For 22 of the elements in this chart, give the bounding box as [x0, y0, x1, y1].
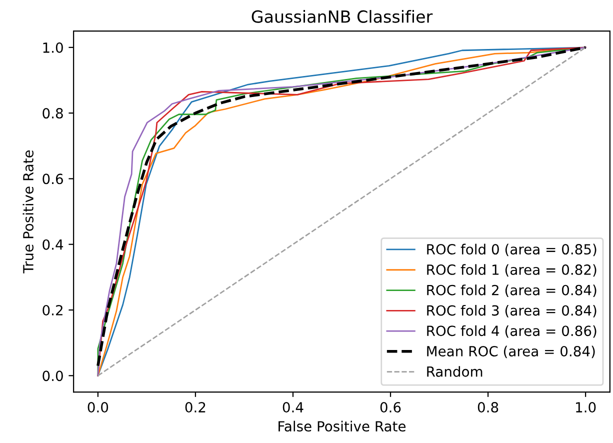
x-tick-label: 0.8 — [478, 402, 498, 413]
legend-label: ROC fold 1 (area = 0.82) — [427, 264, 596, 277]
legend-label: Mean ROC (area = 0.84) — [427, 346, 595, 358]
x-tick-label: 0.6 — [380, 402, 401, 413]
y-tick-label: 0.4 — [42, 239, 64, 250]
x-tick-label: 1.0 — [576, 402, 596, 413]
chart-title: GaussianNB Classifier — [252, 10, 433, 23]
x-axis-title: False Positive Rate — [278, 420, 406, 432]
legend-label: ROC fold 0 (area = 0.85) — [427, 244, 596, 256]
x-tick-label: 0.0 — [88, 402, 108, 413]
y-tick-label: 1.0 — [43, 42, 63, 53]
legend-label: ROC fold 2 (area = 0.84) — [427, 284, 596, 297]
y-tick-label: 0.8 — [42, 108, 63, 119]
y-tick-label: 0.2 — [42, 304, 62, 316]
legend-label: ROC fold 3 (area = 0.84) — [427, 304, 596, 318]
y-axis-title: True Positive Rate — [22, 150, 34, 274]
legend-label: ROC fold 4 (area = 0.86) — [427, 325, 596, 338]
y-tick-label: 0.6 — [42, 174, 63, 184]
x-tick-label: 0.2 — [185, 402, 206, 413]
y-tick-label: 0.0 — [42, 370, 63, 382]
x-tick-label: 0.4 — [282, 402, 304, 413]
legend-label: Random — [427, 366, 482, 377]
